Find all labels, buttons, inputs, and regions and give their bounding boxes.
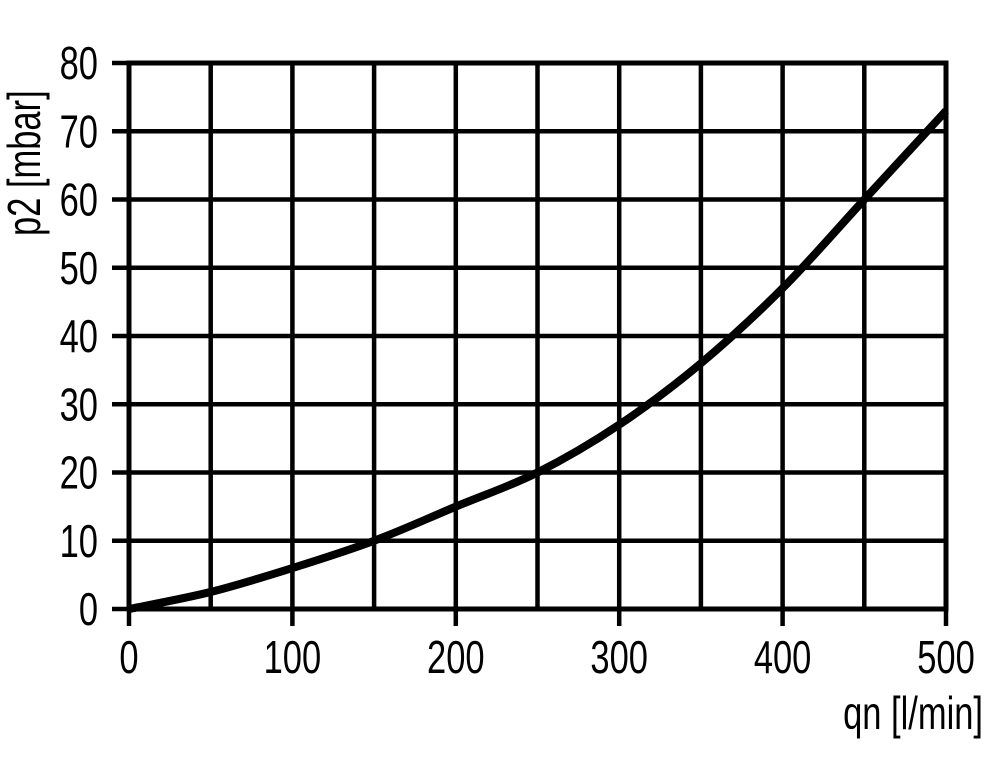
y-tick-label-40: 40	[60, 310, 98, 362]
x-tick-label-200: 200	[427, 631, 485, 683]
x-tick-label-100: 100	[264, 631, 322, 683]
y-tick-label-0: 0	[79, 583, 98, 635]
x-tick-label-500: 500	[917, 631, 975, 683]
tick-layer	[112, 60, 949, 626]
y-tick-label-30: 30	[60, 378, 98, 430]
tick-label-layer: 0 100 200 300 400 500 0 10 20 30 40 50 60 70 80	[60, 37, 975, 683]
x-axis-title: qn [l/min]	[843, 687, 983, 739]
y-tick-label-20: 20	[60, 447, 98, 499]
y-tick-label-70: 70	[60, 105, 98, 157]
x-tick-label-300: 300	[590, 631, 648, 683]
y-tick-label-50: 50	[60, 242, 98, 294]
y-tick-label-60: 60	[60, 174, 98, 226]
y-axis-title: p2 [mbar]	[0, 90, 50, 236]
x-tick-label-0: 0	[119, 631, 138, 683]
y-tick-label-10: 10	[60, 515, 98, 567]
grid-layer	[126, 60, 949, 612]
x-tick-label-400: 400	[754, 631, 812, 683]
pressure-drop-curve	[128, 108, 949, 613]
y-tick-label-80: 80	[60, 37, 98, 89]
